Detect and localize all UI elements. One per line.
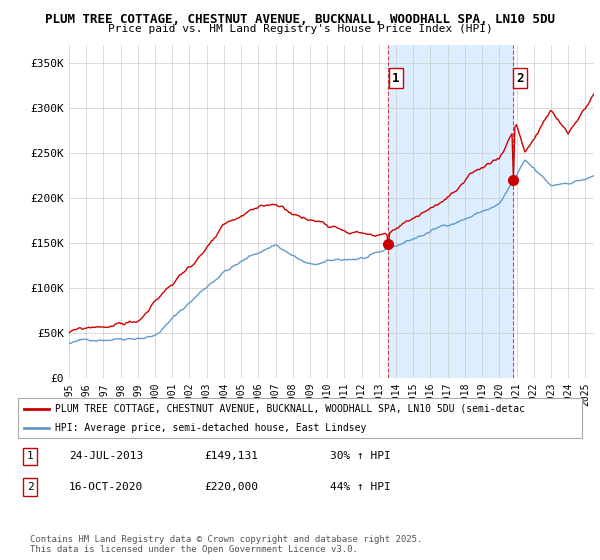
Text: Contains HM Land Registry data © Crown copyright and database right 2025.
This d: Contains HM Land Registry data © Crown c… <box>30 535 422 554</box>
Text: PLUM TREE COTTAGE, CHESTNUT AVENUE, BUCKNALL, WOODHALL SPA, LN10 5DU (semi-detac: PLUM TREE COTTAGE, CHESTNUT AVENUE, BUCK… <box>55 404 524 414</box>
Text: 24-JUL-2013: 24-JUL-2013 <box>69 451 143 461</box>
Text: 44% ↑ HPI: 44% ↑ HPI <box>330 482 391 492</box>
Text: PLUM TREE COTTAGE, CHESTNUT AVENUE, BUCKNALL, WOODHALL SPA, LN10 5DU: PLUM TREE COTTAGE, CHESTNUT AVENUE, BUCK… <box>45 13 555 26</box>
Text: HPI: Average price, semi-detached house, East Lindsey: HPI: Average price, semi-detached house,… <box>55 423 366 433</box>
Text: £149,131: £149,131 <box>204 451 258 461</box>
Text: 30% ↑ HPI: 30% ↑ HPI <box>330 451 391 461</box>
Text: 1: 1 <box>26 451 34 461</box>
Bar <box>388 45 513 378</box>
Text: 16-OCT-2020: 16-OCT-2020 <box>69 482 143 492</box>
Text: Price paid vs. HM Land Registry's House Price Index (HPI): Price paid vs. HM Land Registry's House … <box>107 24 493 34</box>
Text: £220,000: £220,000 <box>204 482 258 492</box>
Text: 1: 1 <box>392 72 400 85</box>
Text: 2: 2 <box>517 72 524 85</box>
Text: 2: 2 <box>26 482 34 492</box>
